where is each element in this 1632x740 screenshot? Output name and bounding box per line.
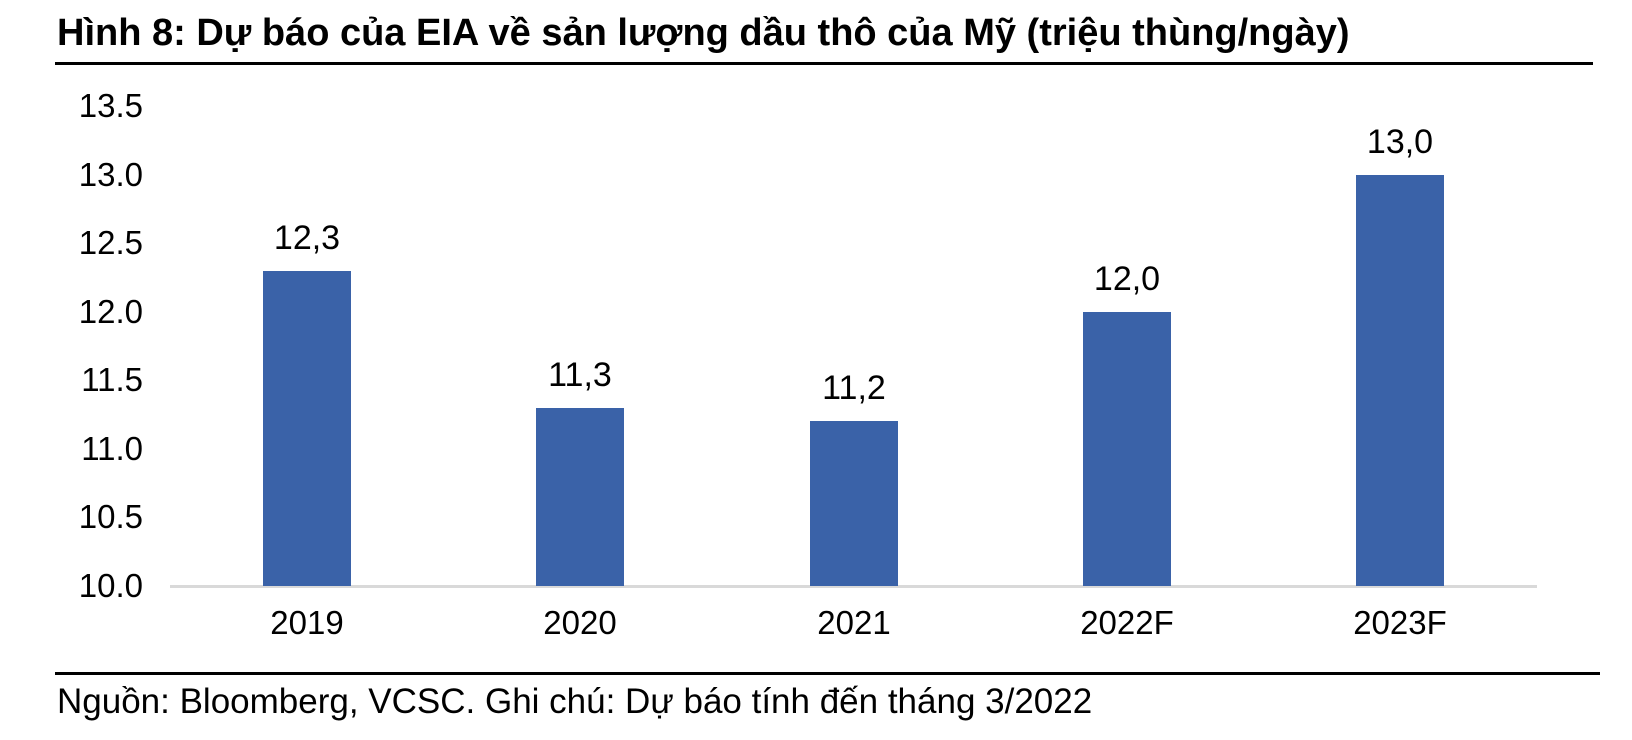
figure-title: Hình 8: Dự báo của EIA về sản lượng dầu … [57,12,1350,54]
source-note: Nguồn: Bloomberg, VCSC. Ghi chú: Dự báo … [57,682,1093,721]
bar [1356,175,1444,586]
bar-value-label: 11,2 [822,369,886,407]
y-tick-label: 10.5 [78,498,143,536]
bar-value-label: 12,0 [1093,260,1161,298]
bar [1083,312,1171,586]
x-tick-label: 2022F [1080,604,1174,641]
y-tick-label: 11.0 [81,429,143,467]
x-tick-label: 2021 [817,604,891,641]
bar-value-label: 12,3 [273,219,341,257]
bar [263,271,351,586]
y-tick-label: 12.0 [78,292,143,330]
bar [536,408,624,586]
plot-area: 12,3 11,3 11,2 12,0 13,0 [170,106,1537,588]
y-tick-label: 13.5 [78,87,143,124]
y-tick-label: 13.0 [78,155,143,193]
y-tick-label: 11.5 [81,361,143,399]
footer-rule [55,672,1600,675]
title-rule [55,62,1593,65]
y-tick-label: 12.5 [78,224,143,262]
bar-chart: 13.5 13.0 12.5 12.0 11.5 11.0 10.5 10.0 12,3 11,… [0,70,1632,650]
x-tick-label: 2020 [543,604,617,641]
x-tick-label: 2019 [270,604,344,641]
bar [810,421,898,586]
y-axis: 13.5 13.0 12.5 12.0 11.5 11.0 10.5 10.0 [0,70,145,650]
bar-value-label: 13,0 [1366,123,1434,161]
bar-value-label: 11,3 [548,356,612,394]
y-tick-label: 10.0 [78,567,143,604]
x-axis: 2019 2020 2021 2022F 2023F [170,606,1537,650]
x-axis-line [170,585,1537,588]
x-tick-label: 2023F [1353,604,1447,641]
